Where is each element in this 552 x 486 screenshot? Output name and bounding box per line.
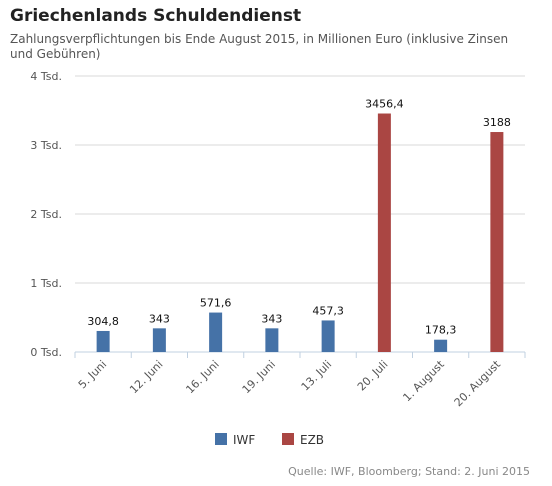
legend-label-ezb: EZB [300,433,324,447]
bar-iwf [321,320,335,352]
data-label: 343 [149,312,170,325]
data-label: 3188 [483,116,511,129]
source-note: Quelle: IWF, Bloomberg; Stand: 2. Juni 2… [288,465,530,478]
x-tick-label: 13. Juli [299,358,335,394]
data-label: 304,8 [87,315,119,328]
y-tick-label: 3 Tsd. [30,139,62,152]
x-tick-label: 1. August [400,357,447,404]
x-tick-label: 12. Juni [127,358,165,396]
y-tick-label: 1 Tsd. [30,277,62,290]
bar-iwf [96,330,110,352]
x-tick-label: 19. Juni [240,358,278,396]
bar-iwf [434,339,448,352]
x-tick-label: 20. Juli [355,358,391,394]
x-tick-label: 20. August [452,357,504,409]
chart-title: Griechenlands Schuldendienst [10,6,302,26]
bar-iwf [152,328,166,352]
y-tick-label: 4 Tsd. [30,70,62,83]
data-label: 457,3 [312,304,344,317]
legend-label-iwf: IWF [233,433,255,447]
bar-iwf [209,312,223,352]
legend-swatch-iwf [215,433,227,445]
chart-subtitle: Zahlungsverpflichtungen bis Ende August … [10,32,509,61]
legend-swatch-ezb [282,433,294,445]
data-label: 343 [261,312,282,325]
x-tick-label: 5. Juni [76,358,109,391]
y-tick-label: 0 Tsd. [30,346,62,359]
bar-ezb [490,132,504,352]
data-label: 571,6 [200,297,232,310]
y-tick-label: 2 Tsd. [30,208,62,221]
bar-iwf [265,328,279,352]
bar-ezb [377,113,391,353]
data-label: 178,3 [425,324,457,337]
x-tick-label: 16. Juni [183,358,221,396]
data-label: 3456,4 [365,98,404,111]
